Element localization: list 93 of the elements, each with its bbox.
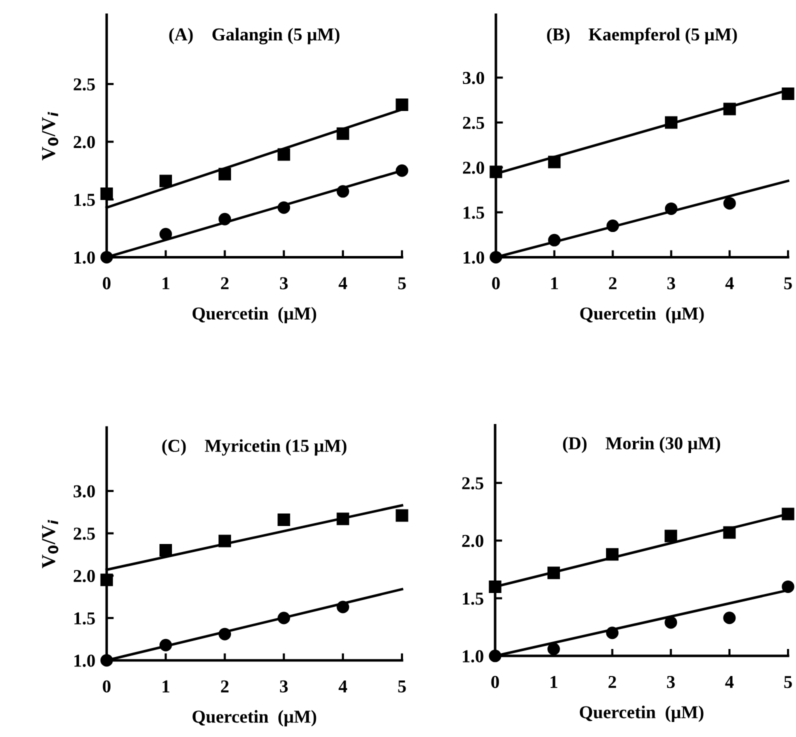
point [548,156,561,168]
y-tick-label: 1.5 [74,194,95,206]
point [336,600,350,614]
x-tick-label: 5 [398,277,406,290]
x-tick-label: 2 [221,277,229,290]
y-tick-label: 1.5 [74,612,95,625]
y-tick-label: 2.0 [462,534,484,548]
point [278,148,290,161]
point [396,509,408,522]
point [664,530,678,542]
point [606,220,620,232]
point [548,234,561,246]
point [664,116,678,129]
y-tick-label: 2.0 [74,136,95,148]
point [218,212,232,226]
y-tick-label: 2.0 [462,162,484,174]
point [547,566,560,580]
point [547,642,560,656]
x-tick-label: 0 [492,277,500,290]
point [664,616,678,629]
x-tick-label: 3 [280,277,288,290]
y-tick-label: 2.5 [462,116,484,130]
y-axis-title: V$_{0}$/V$_{i}$ [42,112,58,160]
x-tick-label: 1 [162,277,170,290]
y-tick-label: 3.0 [462,72,484,84]
x-axis-title: Quercetin (μM) [580,706,704,722]
point [664,202,678,215]
x-tick-label: 2 [221,680,229,692]
x-tick-label: 3 [667,676,675,688]
point [100,574,113,586]
text: (B) Kaempferol (5 μM) [547,28,737,44]
x-tick-label: 4 [338,680,348,692]
point [159,544,172,557]
point [396,164,408,177]
text: (D) Morin (30 μM) [563,436,720,454]
x-axis-title: Quercetin (μM) [580,306,704,324]
point [782,580,794,593]
y-tick-label: 2.0 [74,570,95,582]
x-tick-label: 5 [784,277,792,290]
point [606,548,619,561]
y-tick-label: 2.5 [74,78,95,91]
x-tick-label: 3 [667,277,676,290]
y-tick-label: 1.5 [464,206,484,219]
x-tick-label: 5 [784,676,792,688]
text: (C) Myricetin (15 μM) [162,439,346,456]
x-tick-label: 1 [162,680,170,692]
y-tick-label: 2.5 [74,528,95,540]
point [723,102,736,116]
x-tick-label: 5 [398,680,406,693]
y-tick-label: 3.0 [74,485,95,498]
text: (A) Galangin (5 μM) [169,28,340,44]
point [100,187,113,200]
x-tick-label: 4 [338,277,348,290]
point [278,201,290,214]
y-tick-label: 1.0 [74,654,95,667]
x-tick-label: 0 [102,680,110,693]
x-tick-label: 4 [725,676,734,688]
point [723,526,736,539]
point [782,508,794,520]
x-tick-label: 2 [608,676,616,688]
x-tick-label: 0 [102,277,110,290]
point [278,612,290,624]
point [218,628,232,640]
y-tick-label: 1.0 [464,251,484,264]
x-tick-label: 1 [550,676,558,688]
point [159,174,172,188]
point [723,197,736,210]
y-axis-title: V$_{0}$/V$_{i}$ [42,520,58,568]
point [606,626,619,640]
y-tick-label: 1.0 [74,251,95,264]
point [218,168,232,180]
point [723,612,736,624]
point [336,127,350,140]
point [278,514,290,526]
x-tick-label: 3 [280,680,288,693]
point [336,185,350,198]
y-tick-label: 1.0 [462,650,484,662]
x-axis-title: Quercetin (μM) [192,710,316,726]
point [336,512,350,526]
point [488,580,502,593]
point [218,534,232,548]
y-tick-label: 1.5 [462,592,484,605]
point [159,638,172,652]
y-tick-label: 2.5 [462,477,484,490]
point [396,98,408,112]
point [782,88,794,100]
x-tick-label: 1 [551,277,558,290]
point [159,228,172,240]
x-axis-title: Quercetin (μM) [192,306,316,324]
x-tick-label: 2 [609,277,616,290]
x-tick-label: 4 [725,277,734,290]
point [490,166,502,178]
x-tick-label: 0 [491,676,499,688]
